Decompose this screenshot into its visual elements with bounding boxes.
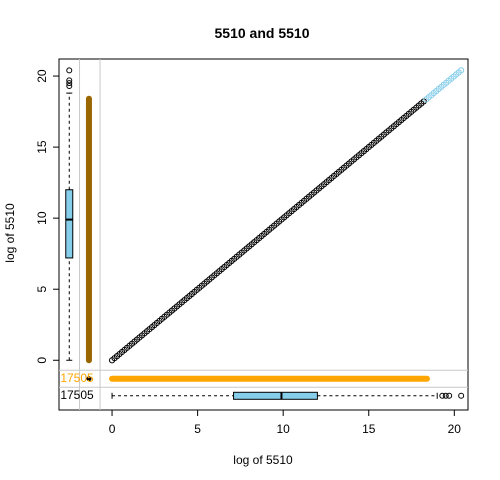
plot-area: 0 5 10 15 20 0 5 10 15 20 17505 17505	[35, 58, 469, 436]
boxplot-x-outlier	[442, 392, 449, 399]
chart-title: 5510 and 5510	[215, 25, 310, 41]
strip-corner-point	[86, 376, 92, 382]
x-axis-label: log of 5510	[233, 453, 293, 467]
zero-y-count: 17505	[60, 388, 94, 402]
y-tick-label: 20	[35, 69, 49, 83]
y-tick-label: 10	[35, 211, 49, 225]
zero-x-count: 17505	[60, 371, 94, 385]
scatter-point	[458, 67, 465, 74]
boxplot-x-outlier	[446, 392, 453, 399]
y-tick-label: 15	[35, 140, 49, 154]
boxplot-y-outlier	[66, 80, 73, 87]
boxplot-x-box	[233, 391, 318, 400]
boxplot-x-outlier	[439, 392, 446, 399]
x-tick-label: 5	[194, 422, 201, 436]
boxplot-y-outlier	[66, 67, 73, 74]
boxplot-y-outlier	[66, 77, 73, 84]
plot-frame	[58, 58, 469, 411]
x-tick-label: 15	[362, 422, 376, 436]
boxplot-y-box	[65, 189, 74, 259]
y-tick-label: 0	[35, 357, 49, 364]
boxplot-x-outlier	[458, 392, 465, 399]
x-tick-label: 0	[109, 422, 116, 436]
y-tick-label: 5	[35, 286, 49, 293]
y-axis-label: log of 5510	[3, 203, 17, 263]
x-tick-label: 20	[448, 422, 462, 436]
x-tick-label: 10	[277, 422, 291, 436]
boxplot-y-outlier	[66, 83, 73, 89]
